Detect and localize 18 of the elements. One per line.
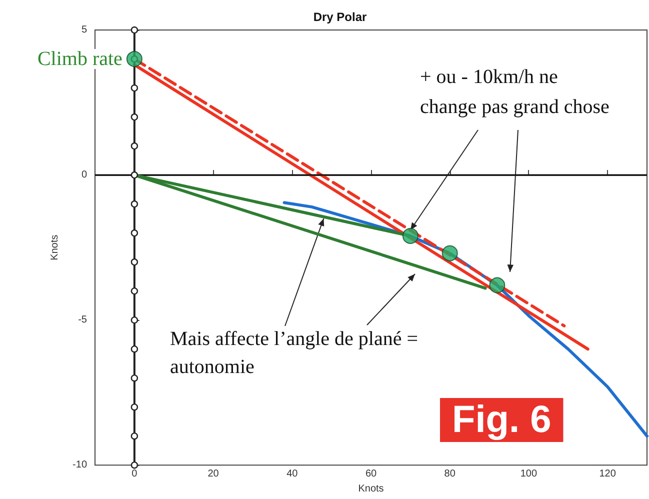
y-tick-label: 0	[81, 170, 88, 181]
x-tick-label: 120	[599, 468, 616, 480]
annotation: Mais affecte l’angle de plané = autonomie	[170, 328, 418, 378]
y-tick-label: 5	[81, 24, 88, 36]
x-axis-title: Knots	[358, 484, 384, 494]
y-tick-label: -5	[78, 314, 88, 326]
x-tick-label: 60	[365, 468, 377, 480]
x-tick-label: 80	[444, 468, 456, 480]
x-tick-label: 20	[208, 468, 220, 480]
x-tick-label: 40	[286, 468, 298, 480]
annotation: + ou - 10km/h ne change pas grand chose	[420, 66, 610, 118]
y-tick-label: -10	[72, 460, 88, 471]
y-axis-title: Knots	[50, 234, 60, 260]
x-tick-label: 0	[132, 468, 138, 480]
annotation: Fig. 6	[452, 399, 552, 441]
x-tick-label: 100	[520, 468, 538, 480]
chart-title: Dry Polar	[313, 10, 368, 24]
annotation: Climb rate	[37, 48, 123, 70]
